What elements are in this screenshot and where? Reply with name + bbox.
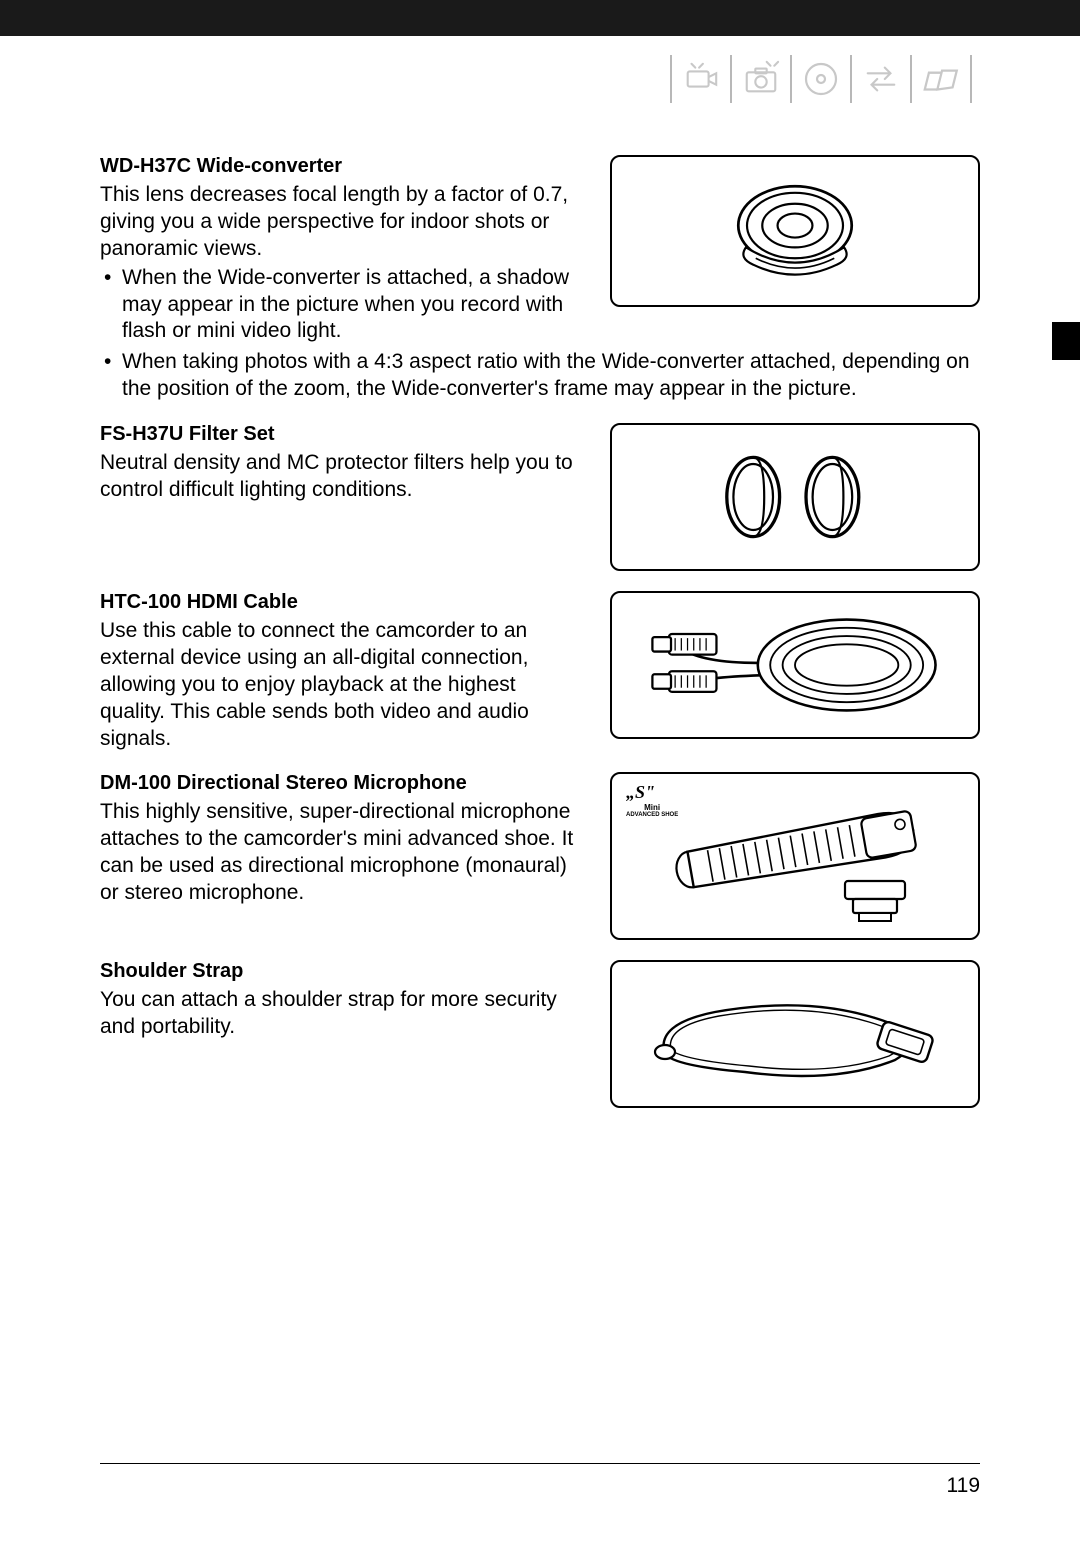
hdmi-cable-illustration [610, 591, 980, 739]
section-wide-converter: WD-H37C Wide-converter This lens decreas… [100, 155, 980, 403]
camera-mode-icon [680, 58, 722, 100]
microphone-title: DM-100 Directional Stereo Microphone [100, 772, 586, 795]
hdmi-cable-body: Use this cable to connect the camcorder … [100, 618, 586, 752]
page-number: 119 [947, 1474, 980, 1498]
top-bar [0, 0, 1080, 36]
section-microphone: DM-100 Directional Stereo Microphone Thi… [100, 772, 980, 940]
wide-converter-bullet: When the Wide-converter is attached, a s… [100, 265, 586, 346]
mini-shoe-label-bottom: ADVANCED SHOE [626, 812, 678, 818]
content-area: WD-H37C Wide-converter This lens decreas… [100, 155, 980, 1128]
section-filter-set: FS-H37U Filter Set Neutral density and M… [100, 423, 980, 571]
mode-icon-strip [662, 52, 980, 106]
filter-set-body: Neutral density and MC protector filters… [100, 450, 586, 504]
mini-shoe-badge: „S" Mini ADVANCED SHOE [626, 782, 678, 818]
photo-mode-icon [740, 58, 782, 100]
transfer-mode-icon [860, 58, 902, 100]
microphone-body: This highly sensitive, super-directional… [100, 799, 586, 907]
hdmi-cable-title: HTC-100 HDMI Cable [100, 591, 586, 614]
manual-mode-icon [920, 58, 962, 100]
side-tab [1052, 322, 1080, 360]
strap-illustration [610, 960, 980, 1108]
filter-set-title: FS-H37U Filter Set [100, 423, 586, 446]
strap-body: You can attach a shoulder strap for more… [100, 987, 586, 1041]
strap-title: Shoulder Strap [100, 960, 586, 983]
disc-mode-icon [800, 58, 842, 100]
filter-set-illustration [610, 423, 980, 571]
section-strap: Shoulder Strap You can attach a shoulder… [100, 960, 980, 1108]
mini-shoe-label-top: Mini [626, 803, 678, 812]
section-hdmi-cable: HTC-100 HDMI Cable Use this cable to con… [100, 591, 980, 752]
wide-converter-illustration [610, 155, 980, 307]
wide-converter-body: This lens decreases focal length by a fa… [100, 182, 586, 263]
wide-converter-bullet: When taking photos with a 4:3 aspect rat… [100, 349, 980, 403]
wide-converter-title: WD-H37C Wide-converter [100, 155, 586, 178]
microphone-illustration: „S" Mini ADVANCED SHOE [610, 772, 980, 940]
footer-rule [100, 1463, 980, 1464]
